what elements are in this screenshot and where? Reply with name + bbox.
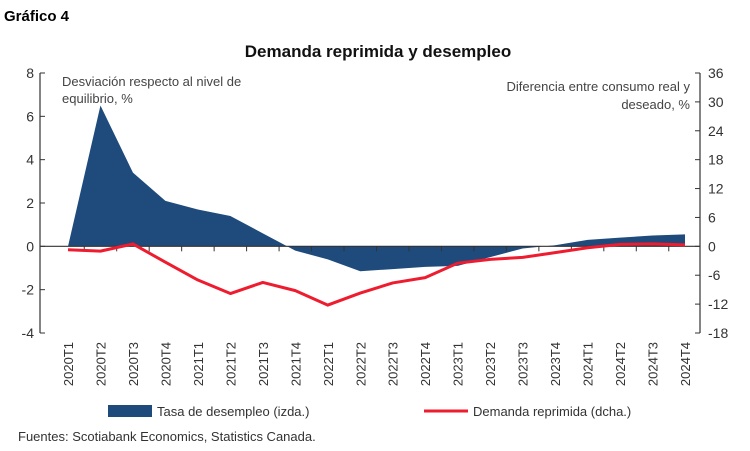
right-tick-label: 0 [708, 238, 716, 254]
source-note: Fuentes: Scotiabank Economics, Statistic… [18, 429, 316, 444]
right-tick-label: -6 [708, 267, 721, 283]
right-axis-label-line1: Diferencia entre consumo real y [506, 79, 690, 94]
left-axis-label-line2: equilibrio, % [62, 91, 133, 106]
x-tick-label: 2021T4 [288, 342, 303, 386]
x-tick-label: 2021T3 [256, 342, 271, 386]
x-tick-label: 2020T2 [93, 342, 108, 386]
legend-label-area: Tasa de desempleo (izda.) [157, 404, 309, 419]
right-tick-label: 24 [708, 123, 724, 139]
x-tick-label: 2021T2 [223, 342, 238, 386]
left-tick-label: 4 [26, 152, 34, 168]
right-axis-label-line2: deseado, % [621, 97, 690, 112]
series-area-desempleo [68, 105, 685, 272]
series-line-demanda [67, 242, 686, 307]
right-tick-label: 36 [708, 65, 724, 81]
left-tick-label: 0 [26, 238, 34, 254]
right-tick-label: 30 [708, 94, 724, 110]
x-tick-label: 2020T3 [126, 342, 141, 386]
x-tick-label: 2022T2 [353, 342, 368, 386]
x-tick-label: 2023T4 [548, 342, 563, 386]
legend-swatch-area [108, 405, 152, 417]
left-axis-label-line1: Desviación respecto al nivel de [62, 74, 241, 89]
right-tick-label: 12 [708, 181, 724, 197]
chart-title: Demanda reprimida y desempleo [245, 42, 511, 61]
x-tick-label: 2024T3 [646, 342, 661, 386]
x-tick-label: 2020T4 [158, 342, 173, 386]
left-tick-label: -4 [22, 325, 35, 341]
x-tick-label: 2020T1 [61, 342, 76, 386]
right-tick-label: -18 [708, 325, 728, 341]
x-tick-label: 2023T2 [483, 342, 498, 386]
right-tick-label: 18 [708, 152, 724, 168]
x-tick-label: 2022T3 [386, 342, 401, 386]
x-tick-label: 2024T4 [678, 342, 693, 386]
x-tick-label: 2023T3 [516, 342, 531, 386]
x-tick-label: 2024T2 [613, 342, 628, 386]
right-tick-label: -12 [708, 296, 728, 312]
x-tick-label: 2022T4 [418, 342, 433, 386]
x-tick-label: 2022T1 [321, 342, 336, 386]
x-tick-label: 2024T1 [581, 342, 596, 386]
legend-label-line: Demanda reprimida (dcha.) [473, 404, 631, 419]
figure-label: Gráfico 4 [4, 8, 70, 25]
x-tick-label: 2023T1 [451, 342, 466, 386]
x-tick-label: 2021T1 [191, 342, 206, 386]
left-tick-label: -2 [22, 282, 35, 298]
left-tick-label: 6 [26, 108, 34, 124]
left-tick-label: 2 [26, 195, 34, 211]
right-tick-label: 6 [708, 209, 716, 225]
left-tick-label: 8 [26, 65, 34, 81]
legend: Tasa de desempleo (izda.) Demanda reprim… [108, 404, 631, 419]
